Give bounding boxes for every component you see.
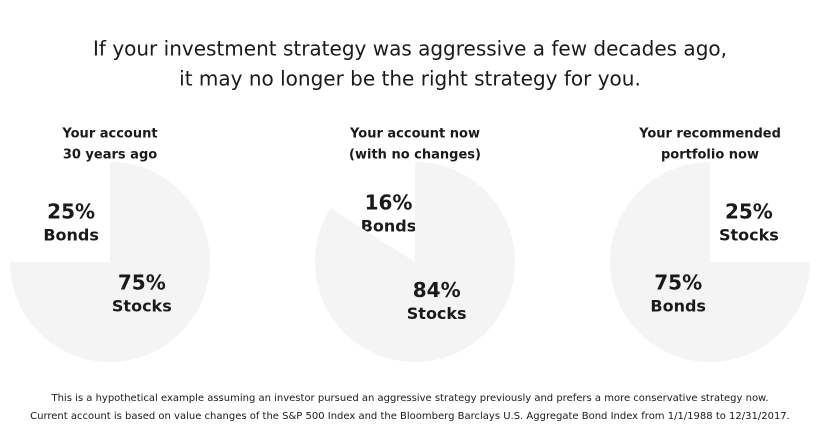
headline: it may no longer be the right strategy f…: [179, 67, 641, 91]
headline: If your investment strategy was aggressi…: [93, 37, 727, 61]
pie-title: Your account: [61, 127, 157, 142]
slice-value-label: 75%: [118, 270, 166, 294]
slice-category-label: Bonds: [361, 216, 417, 235]
pie-slice: [315, 162, 516, 362]
pie-slice: [330, 162, 415, 262]
pie-title: portfolio now: [661, 148, 759, 163]
slice-category-label: Bonds: [43, 226, 99, 245]
slice-category-label: Stocks: [719, 226, 779, 245]
pie-title: 30 years ago: [63, 148, 157, 163]
slice-value-label: 25%: [47, 200, 95, 224]
pie-slice: [710, 162, 810, 262]
slice-value-label: 75%: [654, 270, 702, 294]
slice-category-label: Stocks: [112, 296, 172, 315]
slice-category-label: Bonds: [650, 296, 706, 315]
pie-slice: [10, 162, 210, 362]
slice-value-label: 84%: [413, 278, 461, 302]
pie-title: Your account now: [349, 127, 480, 142]
slice-value-label: 16%: [365, 190, 413, 214]
footnote: This is a hypothetical example assuming …: [50, 393, 768, 404]
pie-slice: [610, 162, 810, 362]
pie-title: Your recommended: [638, 127, 781, 142]
pie-slice: [10, 162, 110, 262]
slice-category-label: Stocks: [407, 304, 467, 323]
slice-value-label: 25%: [725, 200, 773, 224]
footnote: Current account is based on value change…: [30, 411, 790, 422]
pie-title: (with no changes): [349, 148, 481, 163]
